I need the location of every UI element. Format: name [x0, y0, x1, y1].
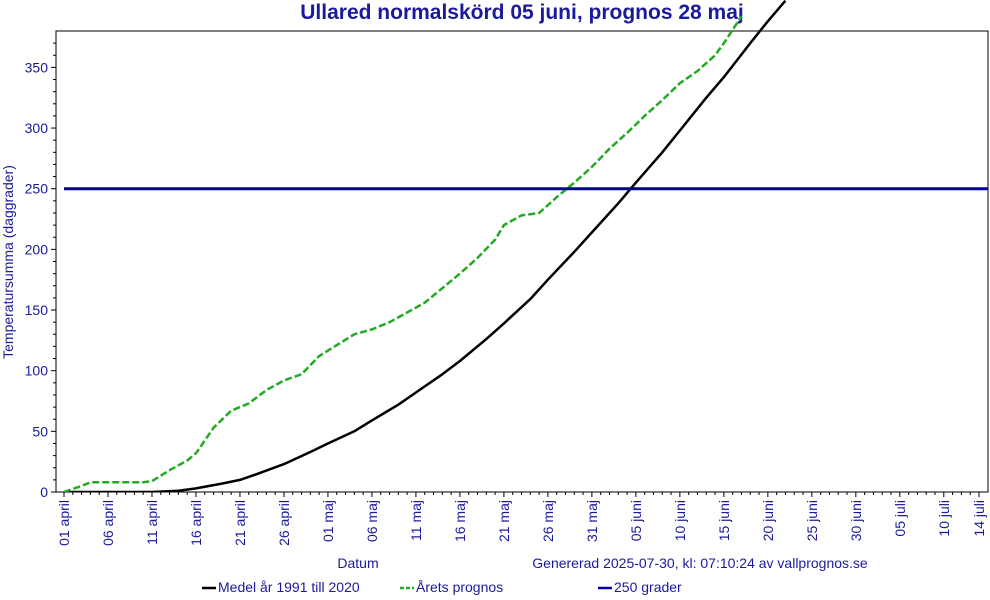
x-tick-label: 25 juni [804, 500, 820, 541]
y-axis-label: Temperatursumma (daggrader) [0, 165, 16, 359]
legend-label-2: Årets prognos [416, 579, 503, 595]
plot-area: 0 50 100 150 200 250 300 350 01 april 06 april 11 … [25, 0, 989, 546]
x-tick-label: 20 juni [760, 500, 776, 541]
x-tick-label: 15 juni [716, 500, 732, 541]
x-tick-label: 06 maj [364, 500, 380, 542]
x-tick-label: 05 juni [628, 500, 644, 541]
x-tick-label: 01 maj [320, 500, 336, 542]
x-axis-label: Datum [337, 555, 378, 571]
x-tick-label: 21 maj [496, 500, 512, 542]
legend: Medel år 1991 till 2020 Årets prognos 250 … [202, 579, 682, 595]
y-tick-label: 50 [32, 423, 48, 439]
generated-note: Genererad 2025-07-30, kl: 07:10:24 av va… [532, 555, 868, 571]
chart-title: Ullared normalskörd 05 juni, prognos 28 … [300, 1, 743, 24]
y-tick-label: 350 [25, 59, 49, 75]
x-tick-label: 06 april [100, 500, 116, 546]
y-tick-label: 100 [25, 363, 49, 379]
x-tick-label: 10 juni [672, 500, 688, 541]
y-tick-label: 250 [25, 181, 49, 197]
x-tick-label: 10 juli [936, 500, 952, 537]
x-tick-label: 05 juli [892, 500, 908, 537]
x-tick-label: 30 juni [848, 500, 864, 541]
x-tick-label: 16 april [188, 500, 204, 546]
y-tick-label: 150 [25, 302, 49, 318]
x-tick-label: 21 april [232, 500, 248, 546]
legend-label-3: 250 grader [614, 579, 682, 595]
x-tick-label: 26 april [276, 500, 292, 546]
y-tick-label: 300 [25, 120, 49, 136]
legend-label-1: Medel år 1991 till 2020 [218, 579, 360, 595]
y-tick-label: 200 [25, 241, 49, 257]
x-tick-label: 31 maj [584, 500, 600, 542]
y-tick-label: 0 [40, 484, 48, 500]
x-tick-label: 01 april [56, 500, 72, 546]
x-tick-label: 16 maj [452, 500, 468, 542]
series-line-1 [64, 0, 787, 492]
x-tick-label: 26 maj [540, 500, 556, 542]
x-tick-label: 14 juli [971, 500, 987, 537]
x-tick-label: 11 maj [408, 500, 424, 541]
x-tick-label: 11 april [144, 500, 160, 545]
series-line-2 [63, 15, 743, 492]
